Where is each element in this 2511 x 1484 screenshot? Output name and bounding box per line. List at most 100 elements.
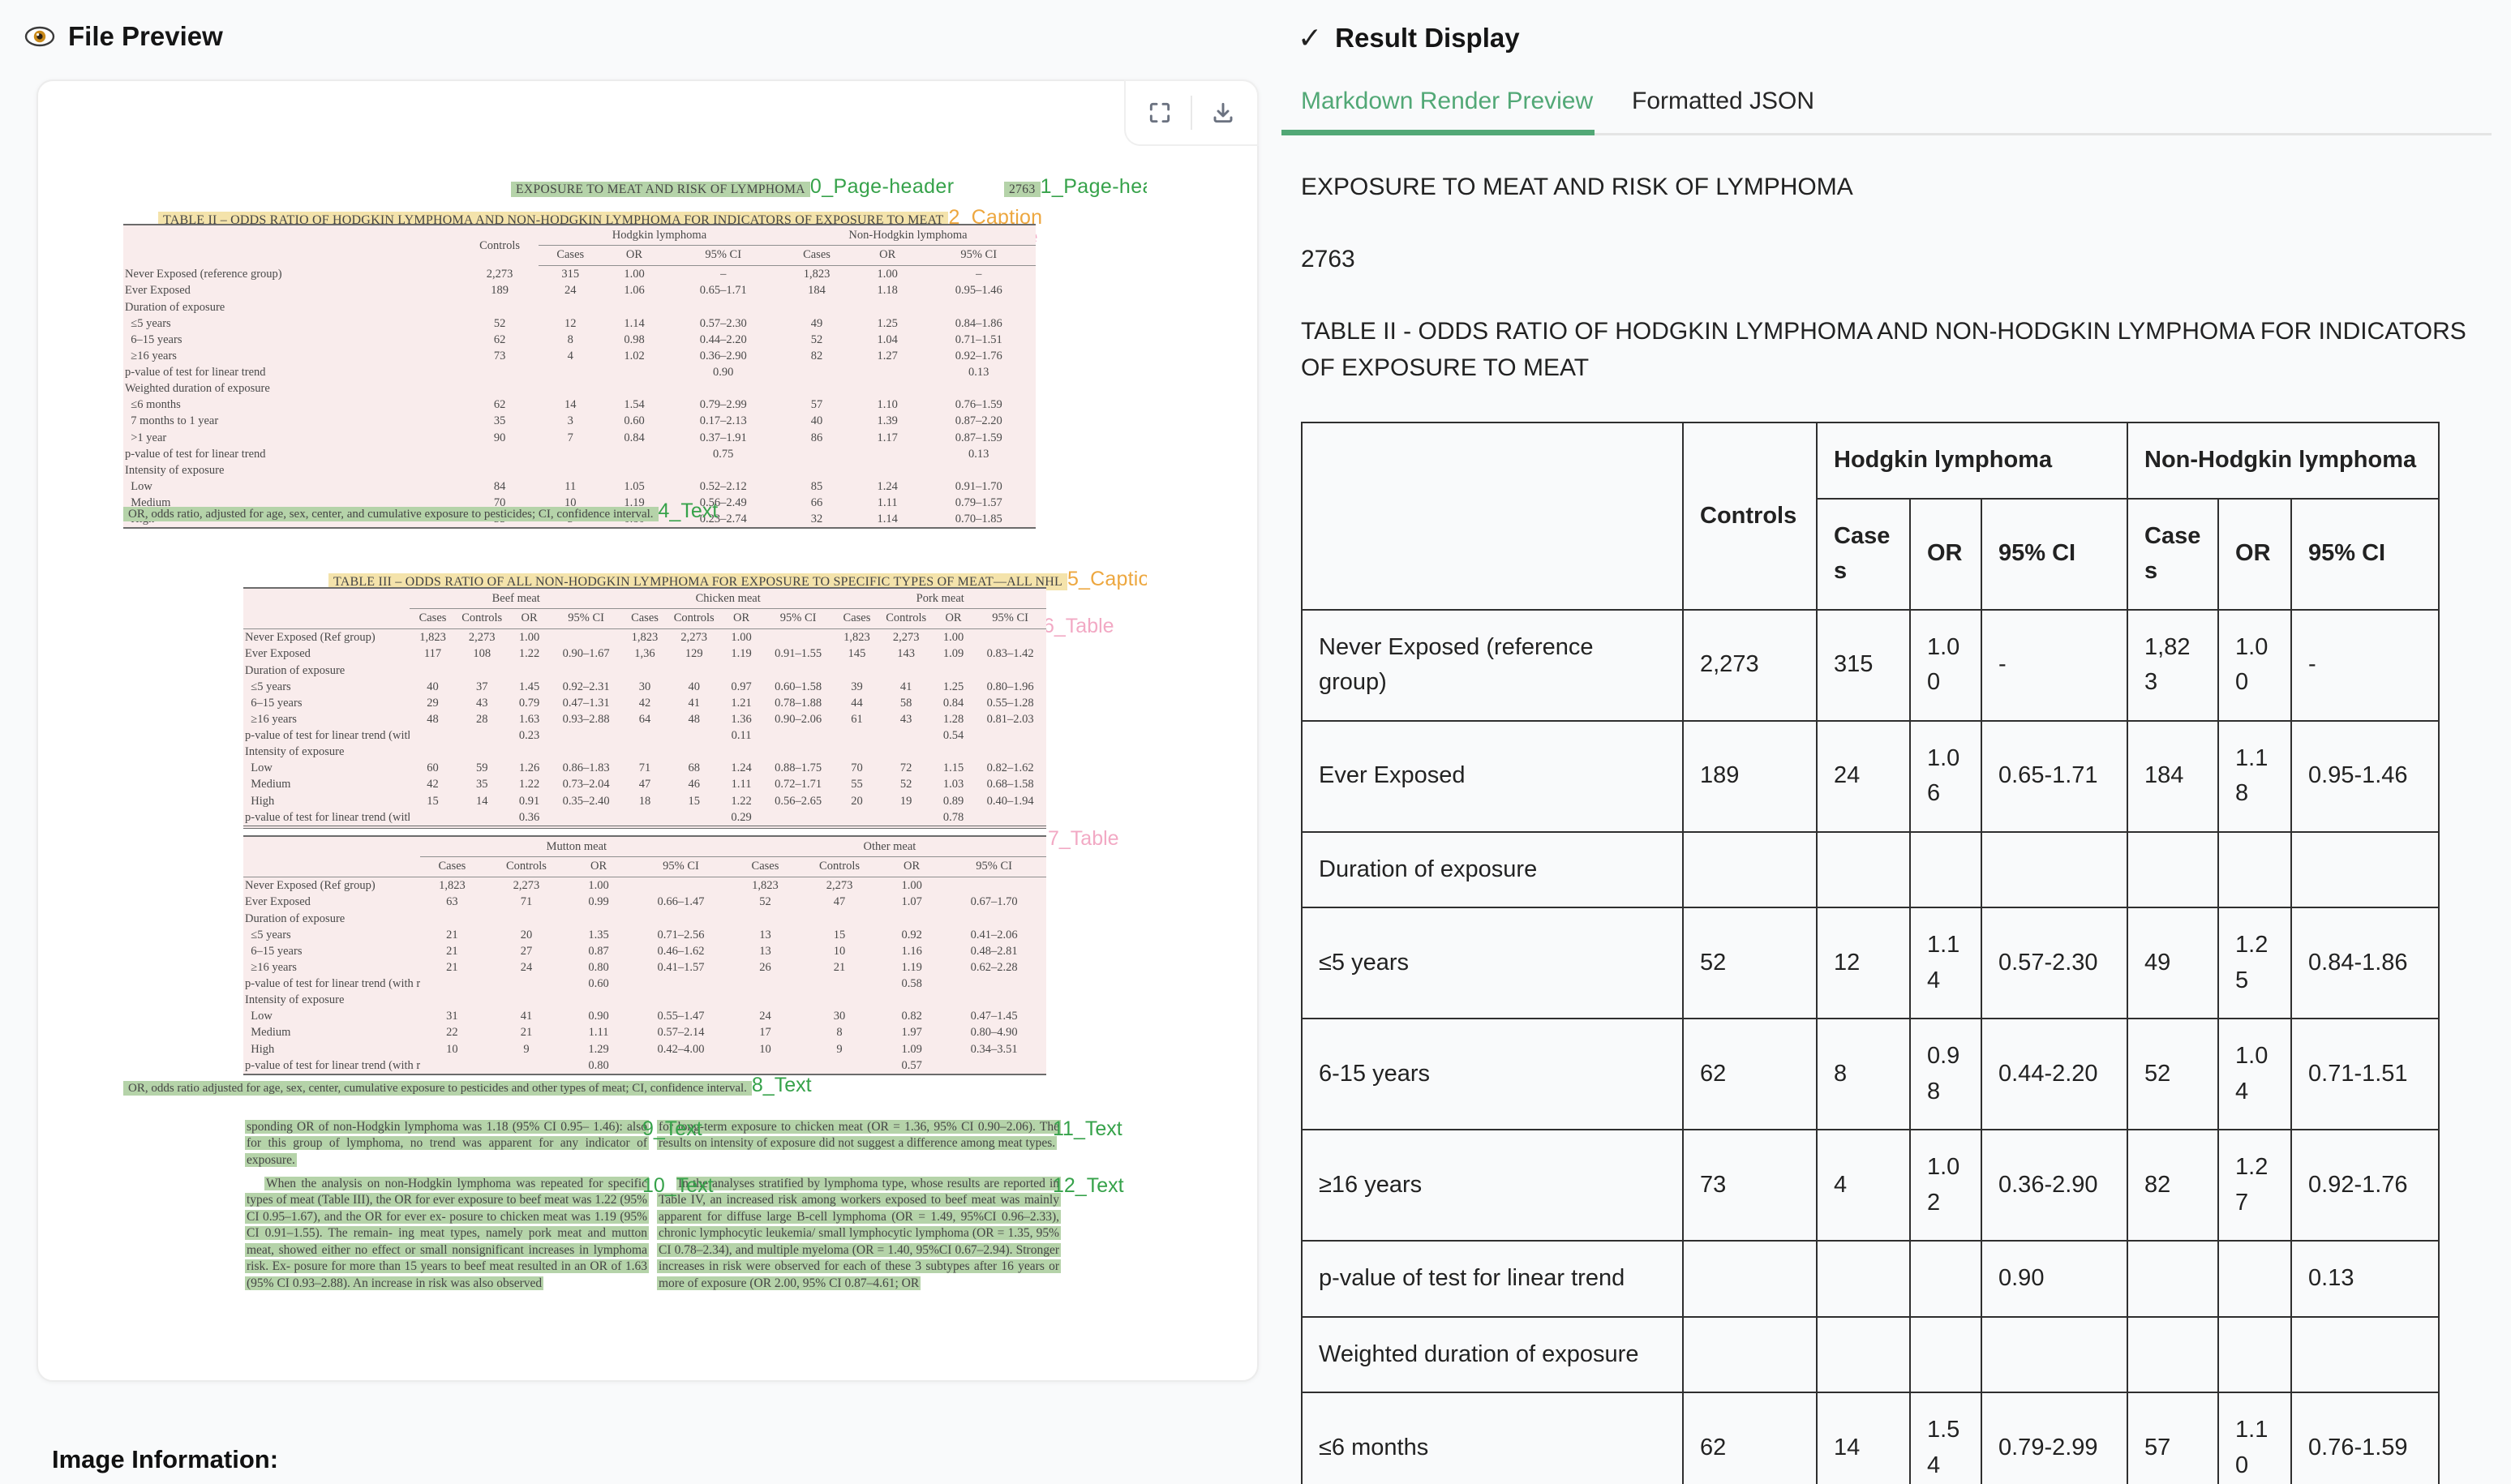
value-cell: 1.06: [624, 284, 645, 298]
value-cell: [879, 809, 932, 827]
value-cell: [484, 911, 569, 927]
value-cell: 30: [638, 680, 651, 693]
value-cell: 1.00: [901, 879, 922, 893]
row-label-cell: 6-15 years: [1301, 1018, 1684, 1130]
value-cell: 12: [564, 316, 577, 330]
markdown-table-group-hl: Hodgkin lymphoma: [1815, 422, 2129, 500]
value-cell: [550, 744, 622, 760]
value-cell: 3: [567, 414, 573, 428]
tab-markdown-render-preview[interactable]: Markdown Render Preview: [1301, 88, 1594, 114]
column-header: 95% CI: [921, 245, 1036, 267]
value-cell: [410, 744, 455, 760]
value-cell: [974, 629, 1046, 646]
value-cell: 0.86–1.83: [562, 761, 610, 775]
value-cell: 145: [848, 647, 866, 661]
markdown-paragraph: TABLE II - ODDS RATIO OF HODGKIN LYMPHOM…: [1301, 318, 2466, 381]
table-row: Ever Exposed 189 24 1.06 0.65–1.71 184 1.18 0.9…: [123, 282, 1036, 298]
markdown-render-content: EXPOSURE TO MEAT AND RISK OF LYMPHOMA 27…: [1301, 136, 2485, 1484]
value-cell: 1.25: [942, 680, 964, 693]
markdown-paragraph: 2763: [1301, 246, 1355, 272]
value-cell: 1.29: [588, 1042, 609, 1056]
value-cell: 60: [427, 761, 439, 775]
value-cell: 40: [810, 414, 823, 428]
value-cell: [1682, 1315, 1818, 1393]
value-cell: [762, 629, 835, 646]
value-cell: 9: [523, 1042, 530, 1056]
value-cell: 0.13: [2290, 1240, 2440, 1318]
value-cell: 28: [475, 712, 488, 726]
value-cell: 41: [688, 696, 700, 710]
value-cell: 57: [810, 398, 823, 412]
value-cell: [882, 992, 942, 1008]
table-row: >1 year 90 7 0.84 0.37–1.91 86 1.17 0.87–1.59: [123, 430, 1036, 446]
markdown-table-corner-cell: [1301, 422, 1684, 611]
row-label-cell: Intensity of exposure: [125, 463, 225, 477]
value-cell: [461, 364, 539, 380]
value-cell: [461, 299, 539, 315]
value-cell: 0.58: [901, 977, 922, 990]
value-cell: 1.04: [2217, 1018, 2293, 1130]
table-row: Low 31 41 0.90 0.55–1.47 24 30 0.82 0.47–1.45: [243, 1008, 1046, 1024]
value-cell: 2,273: [1682, 608, 1818, 722]
value-cell: 0.84–1.86: [955, 316, 1002, 330]
value-cell: 2,273: [892, 631, 920, 645]
value-cell: 0.98: [624, 332, 645, 346]
value-cell: 1.19: [901, 960, 922, 974]
column-header: 95% CI: [1980, 497, 2129, 611]
value-cell: 0.60: [624, 414, 645, 428]
value-cell: 1.24: [731, 761, 752, 775]
column-header: Cases: [621, 608, 667, 630]
value-cell: 1.54: [1909, 1392, 1982, 1484]
value-cell: 184: [2127, 719, 2220, 833]
value-cell: 61: [851, 712, 863, 726]
row-label-cell: >1 year: [125, 431, 167, 444]
value-cell: 0.23–2.74: [699, 513, 747, 526]
fullscreen-icon[interactable]: [1147, 100, 1173, 126]
value-cell: 1.00: [588, 879, 609, 893]
download-icon[interactable]: [1210, 100, 1236, 126]
column-header: 95% CI: [2290, 497, 2440, 611]
value-cell: 0.44–2.20: [699, 332, 747, 346]
column-header: Cases: [538, 245, 603, 267]
table-row: ≥16 years 73 4 1.02 0.36–2.90 82 1.27 0.92–1.76: [123, 348, 1036, 364]
value-cell: 8: [567, 332, 573, 346]
value-cell: 0.40–1.94: [986, 794, 1034, 808]
value-cell: [539, 364, 603, 380]
table-row: Duration of exposure: [243, 663, 1046, 679]
value-cell: 0.11: [731, 729, 752, 742]
value-cell: [879, 663, 932, 679]
value-cell: 62: [1682, 1018, 1818, 1130]
value-cell: [797, 1057, 882, 1074]
value-cell: 20: [520, 928, 533, 941]
value-cell: 1.18: [877, 284, 898, 298]
doc-text-block: When the analysis on non-Hodgkin lymphom…: [245, 1177, 649, 1290]
table-row: ≤5 years 52 12 1.14 0.57-2.30 49 1.25 0.84-1.86: [1301, 907, 2440, 1019]
value-cell: 39: [851, 680, 863, 693]
value-cell: [509, 663, 550, 679]
value-cell: 15: [427, 794, 439, 808]
value-cell: [569, 911, 629, 927]
value-cell: [933, 663, 974, 679]
check-icon: ✓: [1298, 21, 1323, 54]
value-cell: [410, 809, 455, 827]
value-cell: 0.90: [713, 366, 734, 379]
value-cell: 0.78–1.88: [775, 696, 822, 710]
toolbar-divider: [1191, 96, 1192, 130]
value-cell: 2,273: [826, 879, 853, 893]
tab-formatted-json[interactable]: Formatted JSON: [1632, 88, 1815, 114]
row-label-cell: Ever Exposed: [245, 647, 311, 661]
row-label-cell: ≥16 years: [125, 349, 177, 362]
eye-icon: [24, 25, 55, 48]
markdown-table: Controls Hodgkin lymphoma Non-Hodgkin ly…: [1301, 422, 2440, 1484]
annotation-label-text10: 10_Text: [642, 1174, 714, 1197]
value-cell: 0.36–2.90: [699, 349, 747, 362]
row-label-cell: Never Exposed (Ref group): [245, 631, 376, 645]
value-cell: 2,273: [486, 268, 513, 281]
value-cell: 0.65-1.71: [1980, 719, 2129, 833]
value-cell: 48: [427, 712, 439, 726]
annotation-label-text8: 8_Text: [751, 1074, 812, 1096]
value-cell: 21: [446, 928, 458, 941]
value-cell: 0.42–4.00: [657, 1042, 705, 1056]
value-cell: [720, 744, 762, 760]
value-cell: [733, 911, 797, 927]
